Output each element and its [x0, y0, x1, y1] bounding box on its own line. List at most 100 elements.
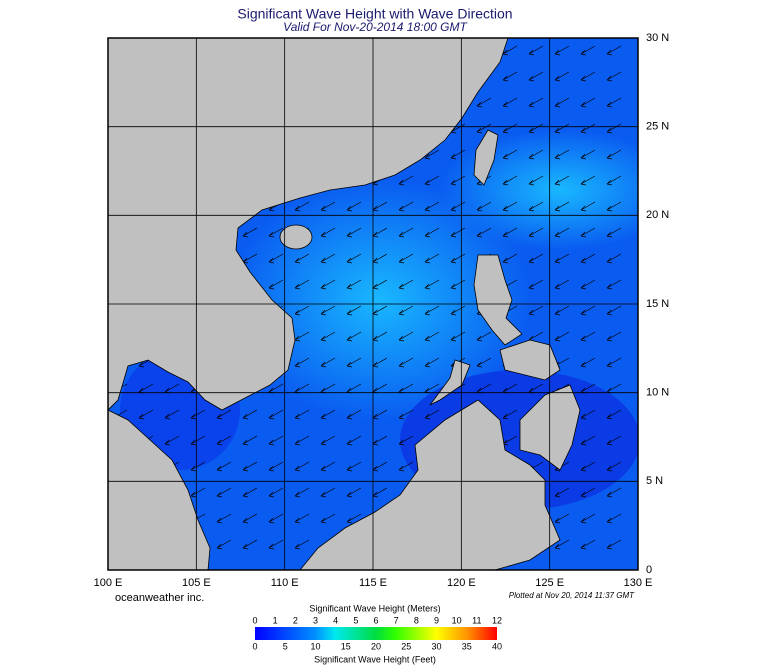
wave-arrow — [320, 201, 336, 212]
wave-arrow — [528, 305, 544, 316]
feet-tick-label: 10 — [310, 641, 320, 651]
wave-arrow — [528, 123, 544, 134]
wave-arrow — [346, 305, 362, 316]
lon-label: 100 E — [94, 577, 123, 589]
wave-arrow — [372, 227, 388, 238]
wave-arrow — [580, 409, 596, 420]
feet-tick-label: 20 — [371, 641, 381, 651]
wave-arrow — [580, 123, 596, 134]
wave-arrow — [502, 253, 518, 264]
wave-arrow — [476, 227, 492, 238]
wave-arrow — [242, 435, 258, 446]
wave-arrow — [502, 97, 518, 108]
wave-arrow — [580, 175, 596, 186]
wave-arrow — [502, 45, 518, 56]
wave-arrow — [424, 409, 440, 420]
feet-tick-label: 30 — [431, 641, 441, 651]
meter-tick-label: 8 — [414, 615, 419, 625]
wave-arrow — [346, 409, 362, 420]
wave-arrow — [320, 253, 336, 264]
wave-arrow — [398, 305, 414, 316]
wave-arrow — [294, 357, 310, 368]
wave-arrow — [476, 357, 492, 368]
wave-arrow — [294, 331, 310, 342]
wave-arrow — [424, 305, 440, 316]
feet-tick-label: 25 — [401, 641, 411, 651]
wave-arrow — [346, 487, 362, 498]
wave-arrow — [424, 149, 440, 160]
wave-arrow — [372, 279, 388, 290]
wave-arrow — [398, 357, 414, 368]
feet-tick-label: 35 — [462, 641, 472, 651]
wave-patch — [440, 130, 638, 250]
wave-arrow — [606, 357, 622, 368]
meter-tick-label: 12 — [492, 615, 502, 625]
wave-arrow — [606, 123, 622, 134]
meter-tick-label: 5 — [353, 615, 358, 625]
wave-arrow — [398, 175, 414, 186]
wave-arrow — [190, 409, 206, 420]
wave-arrow — [424, 331, 440, 342]
wave-arrow — [528, 97, 544, 108]
wave-arrow — [606, 409, 622, 420]
wave-arrow — [580, 305, 596, 316]
wave-arrow — [580, 487, 596, 498]
wave-arrow — [606, 71, 622, 82]
wave-arrow — [450, 201, 466, 212]
wave-arrow — [580, 461, 596, 472]
wave-arrow — [606, 227, 622, 238]
wave-arrow — [372, 435, 388, 446]
wave-arrow — [138, 409, 154, 420]
wave-arrow — [450, 279, 466, 290]
wave-arrow — [554, 513, 570, 524]
wave-arrow — [190, 435, 206, 446]
map-frame — [107, 37, 639, 571]
wave-arrow — [606, 149, 622, 160]
meter-tick-label: 1 — [273, 615, 278, 625]
wave-arrow — [554, 175, 570, 186]
meter-tick-label: 4 — [333, 615, 338, 625]
lat-label: 20 N — [646, 209, 669, 221]
wave-arrow — [242, 227, 258, 238]
wave-arrow — [320, 227, 336, 238]
wave-arrow — [346, 279, 362, 290]
wave-arrow — [268, 279, 284, 290]
wave-arrow — [554, 149, 570, 160]
meter-tick-label: 9 — [434, 615, 439, 625]
wave-arrow — [450, 305, 466, 316]
wave-arrow — [346, 513, 362, 524]
subtitle: Valid For Nov-20-2014 18:00 GMT — [283, 20, 468, 34]
colorbar-title-meters: Significant Wave Height (Meters) — [309, 603, 440, 613]
wave-arrow — [554, 331, 570, 342]
land — [108, 38, 581, 570]
wave-arrow — [476, 123, 492, 134]
wave-arrow — [606, 539, 622, 550]
wave-arrow — [580, 71, 596, 82]
wave-arrow — [528, 201, 544, 212]
wave-arrow — [372, 201, 388, 212]
wave-arrow — [606, 487, 622, 498]
wave-arrow — [580, 513, 596, 524]
wave-arrow — [580, 539, 596, 550]
wave-arrow — [294, 435, 310, 446]
lat-label: 30 N — [646, 32, 669, 44]
wave-arrow — [320, 435, 336, 446]
meter-tick-label: 0 — [252, 615, 257, 625]
wave-arrow — [528, 45, 544, 56]
wave-arrow — [268, 539, 284, 550]
wave-arrow — [346, 331, 362, 342]
wave-arrow — [398, 279, 414, 290]
wave-arrow — [424, 279, 440, 290]
wave-arrow — [294, 305, 310, 316]
wave-arrow — [580, 45, 596, 56]
wave-arrow — [372, 357, 388, 368]
wave-arrow — [242, 409, 258, 420]
wave-arrow — [554, 227, 570, 238]
wave-arrow — [216, 435, 232, 446]
wave-arrow — [580, 357, 596, 368]
wave-arrow — [398, 253, 414, 264]
lon-label: 130 E — [624, 577, 653, 589]
wave-arrow — [398, 227, 414, 238]
meter-tick-label: 3 — [313, 615, 318, 625]
lon-label: 105 E — [182, 577, 211, 589]
